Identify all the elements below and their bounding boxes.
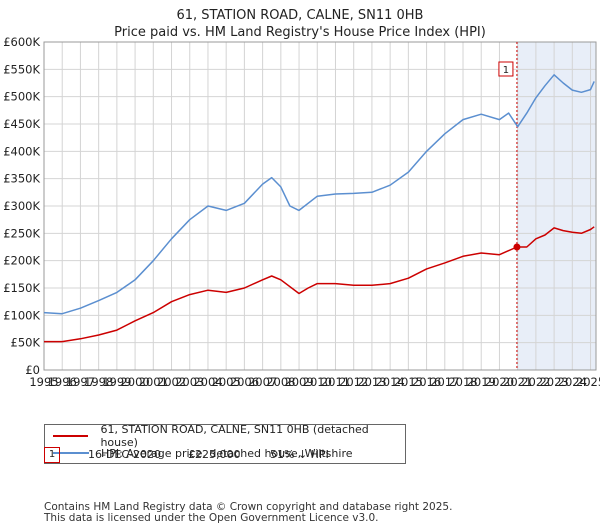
chart-subtitle: Price paid vs. HM Land Registry's House …	[114, 25, 486, 40]
legend-hpi-label: HPI: Average price, detached house, Wilt…	[101, 446, 353, 460]
y-tick-label: £550K	[3, 62, 40, 76]
x-tick-label: 2020	[485, 375, 514, 389]
y-tick-label: £450K	[3, 117, 40, 131]
x-tick-label: 2022	[521, 375, 550, 389]
x-tick-label: 1998	[84, 375, 113, 389]
x-tick-label: 2019	[467, 375, 496, 389]
x-tick-label: 2009	[284, 375, 313, 389]
y-tick-label: £500K	[3, 90, 40, 104]
x-tick-label: 2006	[230, 375, 259, 389]
footer-licence: This data is licensed under the Open Gov…	[44, 512, 379, 524]
x-tick-label: 2025	[576, 375, 600, 389]
x-tick-label: 2002	[157, 375, 186, 389]
sale-point	[513, 243, 521, 251]
y-tick-label: £600K	[3, 35, 40, 49]
x-tick-label: 2015	[394, 375, 423, 389]
x-tick-label: 2014	[375, 375, 404, 389]
legend-item-hpi: HPI: Average price, detached house, Wilt…	[53, 445, 353, 461]
x-tick-label: 2008	[266, 375, 295, 389]
sale-date: 16-DEC-2020	[88, 448, 162, 461]
x-tick-label: 2016	[412, 375, 441, 389]
sale-marker-badge: 1	[44, 447, 60, 463]
x-tick-label: 2005	[212, 375, 241, 389]
y-tick-label: £300K	[3, 199, 40, 213]
y-tick-label: £200K	[3, 254, 40, 268]
x-tick-label: 2024	[558, 375, 587, 389]
x-tick-label: 1996	[48, 375, 77, 389]
x-tick-label: 2003	[175, 375, 204, 389]
price-chart: £0 £50K £100K £150K £200K £250K £300K £350K £400…	[3, 35, 600, 389]
x-tick-label: 2004	[193, 375, 222, 389]
x-tick-label: 1999	[102, 375, 131, 389]
x-tick-label: 2011	[321, 375, 350, 389]
x-tick-label: 2018	[448, 375, 477, 389]
y-tick-label: £50K	[11, 336, 41, 350]
x-tick-label: 2012	[339, 375, 368, 389]
legend-property-label: 61, STATION ROAD, CALNE, SN11 0HB (detac…	[100, 423, 369, 449]
x-tick-label: 2023	[539, 375, 568, 389]
x-tick-label: 2000	[120, 375, 149, 389]
legend: 61, STATION ROAD, CALNE, SN11 0HB (detac…	[44, 423, 406, 464]
footer-copyright: Contains HM Land Registry data © Crown c…	[44, 501, 453, 513]
sale-hpi-diff: 51% ↓ HPI	[270, 448, 329, 461]
property-price-line	[44, 226, 595, 343]
legend-item-property: 61, STATION ROAD, CALNE, SN11 0HB (detac…	[53, 423, 405, 449]
annotation-label: 1	[503, 65, 509, 76]
x-tick-label: 1997	[66, 375, 95, 389]
y-tick-label: £400K	[3, 144, 40, 158]
footer: Contains HM Land Registry data © Crown c…	[44, 502, 452, 524]
y-tick-label: £0	[25, 363, 40, 377]
sale-price: £225,000	[188, 448, 241, 461]
y-tick-label: £150K	[3, 281, 40, 295]
annotation-box	[498, 61, 514, 77]
x-tick-label: 2021	[503, 375, 532, 389]
plot-border	[43, 41, 597, 371]
x-tick-label: 2013	[357, 375, 386, 389]
x-tick-label: 1995	[29, 375, 58, 389]
x-tick-label: 2001	[139, 375, 168, 389]
y-tick-label: £250K	[3, 226, 40, 240]
x-tick-label: 2010	[303, 375, 332, 389]
property-line-swatch	[53, 435, 89, 437]
x-tick-label: 2007	[248, 375, 277, 389]
chart-title: 61, STATION ROAD, CALNE, SN11 0HB	[176, 8, 424, 23]
hpi-line-swatch	[53, 452, 89, 454]
x-tick-label: 2017	[430, 375, 459, 389]
hpi-line	[43, 74, 595, 315]
y-tick-label: £350K	[3, 172, 40, 186]
y-tick-label: £100K	[3, 308, 40, 322]
